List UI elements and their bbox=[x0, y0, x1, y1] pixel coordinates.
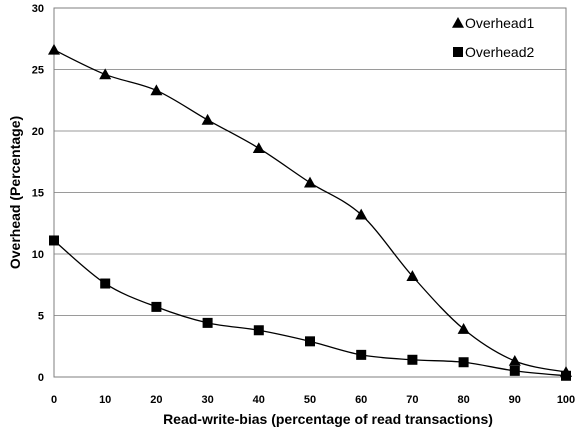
overhead1-point bbox=[201, 113, 214, 125]
overhead2-point bbox=[253, 325, 264, 336]
overhead2-point bbox=[407, 354, 418, 365]
x-tick-label: 50 bbox=[304, 394, 316, 406]
legend-marker-overhead2 bbox=[453, 47, 463, 57]
overhead2-line bbox=[53, 239, 567, 377]
y-tick-label: 30 bbox=[32, 3, 44, 15]
legend-item-overhead1: Overhead1 bbox=[452, 15, 534, 31]
overhead1-point bbox=[406, 270, 419, 281]
overhead1-line bbox=[53, 49, 567, 373]
overhead1-point bbox=[150, 84, 163, 96]
legend: Overhead1 Overhead2 bbox=[452, 15, 534, 60]
legend-label-overhead2: Overhead2 bbox=[465, 44, 534, 60]
overhead1-point bbox=[457, 323, 470, 334]
overhead2-point bbox=[458, 357, 469, 368]
plot-area bbox=[53, 7, 567, 378]
x-tick-label: 100 bbox=[557, 394, 575, 406]
legend-marker-overhead1 bbox=[452, 17, 464, 28]
y-tick-label: 20 bbox=[32, 126, 44, 138]
overhead2-point bbox=[100, 278, 111, 289]
y-tick-label: 5 bbox=[38, 311, 44, 323]
y-tick-label: 0 bbox=[38, 372, 44, 384]
y-tick-label: 25 bbox=[32, 65, 44, 77]
overhead2-point bbox=[356, 349, 367, 360]
y-tick-label: 10 bbox=[32, 249, 44, 261]
overhead1-point bbox=[48, 43, 60, 55]
x-tick-label: 10 bbox=[99, 394, 111, 406]
x-tick-label: 30 bbox=[201, 394, 213, 406]
overhead1-point bbox=[355, 208, 368, 220]
overhead1-point bbox=[252, 142, 265, 154]
overhead2-point bbox=[151, 301, 162, 312]
overhead2-point bbox=[509, 365, 520, 376]
x-tick-label: 0 bbox=[51, 394, 57, 406]
overhead2-point bbox=[49, 235, 59, 246]
y-axis-title: Overhead (Percentage) bbox=[7, 116, 23, 269]
x-tick-label: 90 bbox=[509, 394, 521, 406]
x-axis-title: Read-write-bias (percentage of read tran… bbox=[163, 411, 493, 427]
gridlines bbox=[54, 69, 566, 316]
x-tick-labels: 0 10 20 30 40 50 60 70 80 90 100 bbox=[51, 394, 575, 406]
series-layer bbox=[48, 43, 572, 381]
overhead1-point bbox=[99, 68, 112, 80]
y-tick-label: 15 bbox=[32, 188, 44, 200]
legend-item-overhead2: Overhead2 bbox=[453, 44, 534, 60]
x-tick-label: 20 bbox=[150, 394, 162, 406]
x-tick-label: 40 bbox=[253, 394, 265, 406]
x-tick-label: 70 bbox=[406, 394, 418, 406]
x-tick-label: 80 bbox=[457, 394, 469, 406]
overhead2-point bbox=[561, 370, 571, 381]
overhead2-point bbox=[305, 336, 315, 347]
x-tick-label: 60 bbox=[355, 394, 367, 406]
overhead1-point bbox=[508, 355, 521, 366]
overhead1-point bbox=[304, 176, 316, 188]
overhead2-point bbox=[202, 317, 213, 328]
y-tick-labels: 0 5 10 15 20 25 30 bbox=[32, 3, 44, 384]
legend-label-overhead1: Overhead1 bbox=[465, 15, 534, 31]
